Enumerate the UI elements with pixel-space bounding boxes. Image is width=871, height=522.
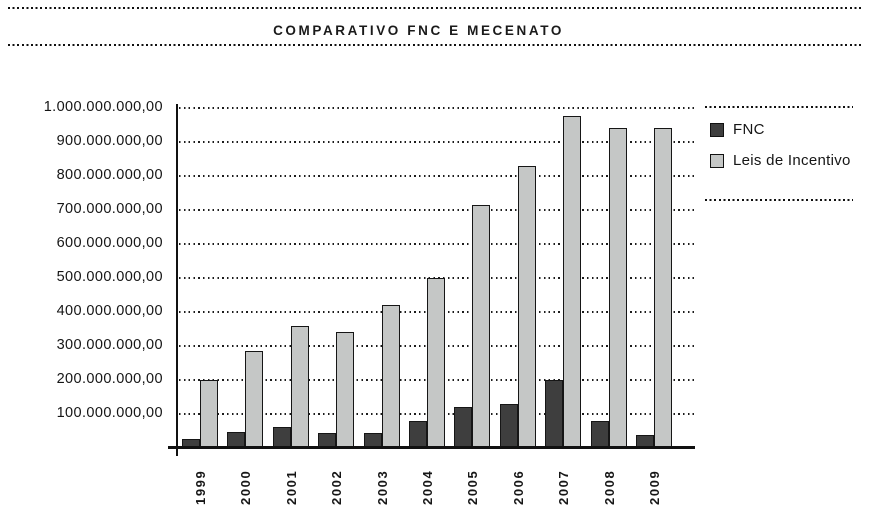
x-axis-tick-label: 2000 [238, 469, 254, 505]
x-axis-tick-label: 2002 [329, 469, 345, 505]
plot-area [177, 107, 695, 448]
bar-leis-de-incentivo-2001 [290, 326, 309, 448]
bar-leis-de-incentivo-2005 [472, 205, 491, 448]
legend-bottom-dotted-rule [705, 199, 853, 201]
bar-leis-de-incentivo-2003 [381, 305, 400, 448]
x-axis-line [168, 446, 695, 449]
chart-title: COMPARATIVO FNC E MECENATO [273, 23, 564, 38]
bar-leis-de-incentivo-2004 [427, 278, 445, 448]
legend-top-dotted-rule [705, 106, 853, 108]
y-axis-tick-label: 1.000.000.000,00 [43, 99, 163, 115]
gridline [179, 107, 695, 109]
x-axis-tick-labels: 1999 2000 2001 2002 2003 2004 2005 2006 2007 2008… [177, 456, 695, 520]
x-axis-tick-label: 2004 [420, 469, 435, 505]
bar-leis-de-incentivo-2007 [563, 116, 582, 448]
y-axis-tick-label: 600.000.000,00 [56, 235, 163, 251]
y-axis-tick-label: 100.000.000,00 [56, 405, 163, 421]
y-axis-tick-label: 400.000.000,00 [56, 303, 163, 319]
legend-swatch-icon [710, 122, 724, 137]
bar-fnc-2005 [454, 407, 473, 448]
y-axis-tick-label: 800.000.000,00 [56, 167, 163, 183]
legend-item: Leis de Incentivo [710, 152, 851, 169]
bar-leis-de-incentivo-2009 [654, 128, 672, 448]
x-axis-tick-label: 2007 [556, 469, 572, 505]
x-axis-tick-label: 1999 [193, 469, 208, 505]
bar-fnc-2004 [409, 421, 427, 448]
bar-leis-de-incentivo-1999 [200, 380, 218, 448]
legend-item: FNC [710, 121, 765, 138]
bar-fnc-2001 [272, 427, 291, 448]
y-axis-tick-label: 300.000.000,00 [56, 337, 163, 353]
legend-label: FNC [733, 121, 765, 138]
y-axis-tick-label: 700.000.000,00 [56, 201, 163, 217]
top-dotted-rule [8, 7, 862, 9]
y-axis-tick-label: 500.000.000,00 [56, 269, 163, 285]
x-axis-tick-label: 2001 [283, 469, 299, 505]
x-axis-tick-label: 2008 [601, 469, 617, 505]
bar-fnc-2008 [590, 421, 609, 448]
y-axis-tick-label: 200.000.000,00 [56, 371, 163, 387]
legend-label: Leis de Incentivo [733, 152, 851, 169]
bar-leis-de-incentivo-2008 [608, 128, 627, 448]
bar-leis-de-incentivo-2002 [336, 332, 355, 448]
gridline [179, 175, 695, 177]
gridline [179, 209, 695, 211]
bar-fnc-2007 [545, 380, 564, 448]
x-axis-tick-label: 2005 [465, 469, 481, 505]
gridline [179, 243, 695, 245]
y-axis-tick-label: 900.000.000,00 [56, 133, 163, 149]
title-dotted-rule [8, 44, 862, 46]
legend: FNC Leis de Incentivo [703, 100, 855, 206]
x-axis-tick-label: 2006 [510, 469, 526, 505]
x-axis-tick-label: 2003 [374, 469, 390, 505]
legend-swatch-icon [710, 153, 724, 168]
bar-leis-de-incentivo-2006 [517, 166, 536, 448]
y-axis-line [176, 104, 178, 456]
gridline [179, 141, 695, 143]
bar-fnc-2006 [499, 404, 518, 448]
x-axis-tick-label: 2009 [647, 469, 662, 505]
gridline [179, 277, 695, 279]
bar-leis-de-incentivo-2000 [245, 351, 264, 448]
